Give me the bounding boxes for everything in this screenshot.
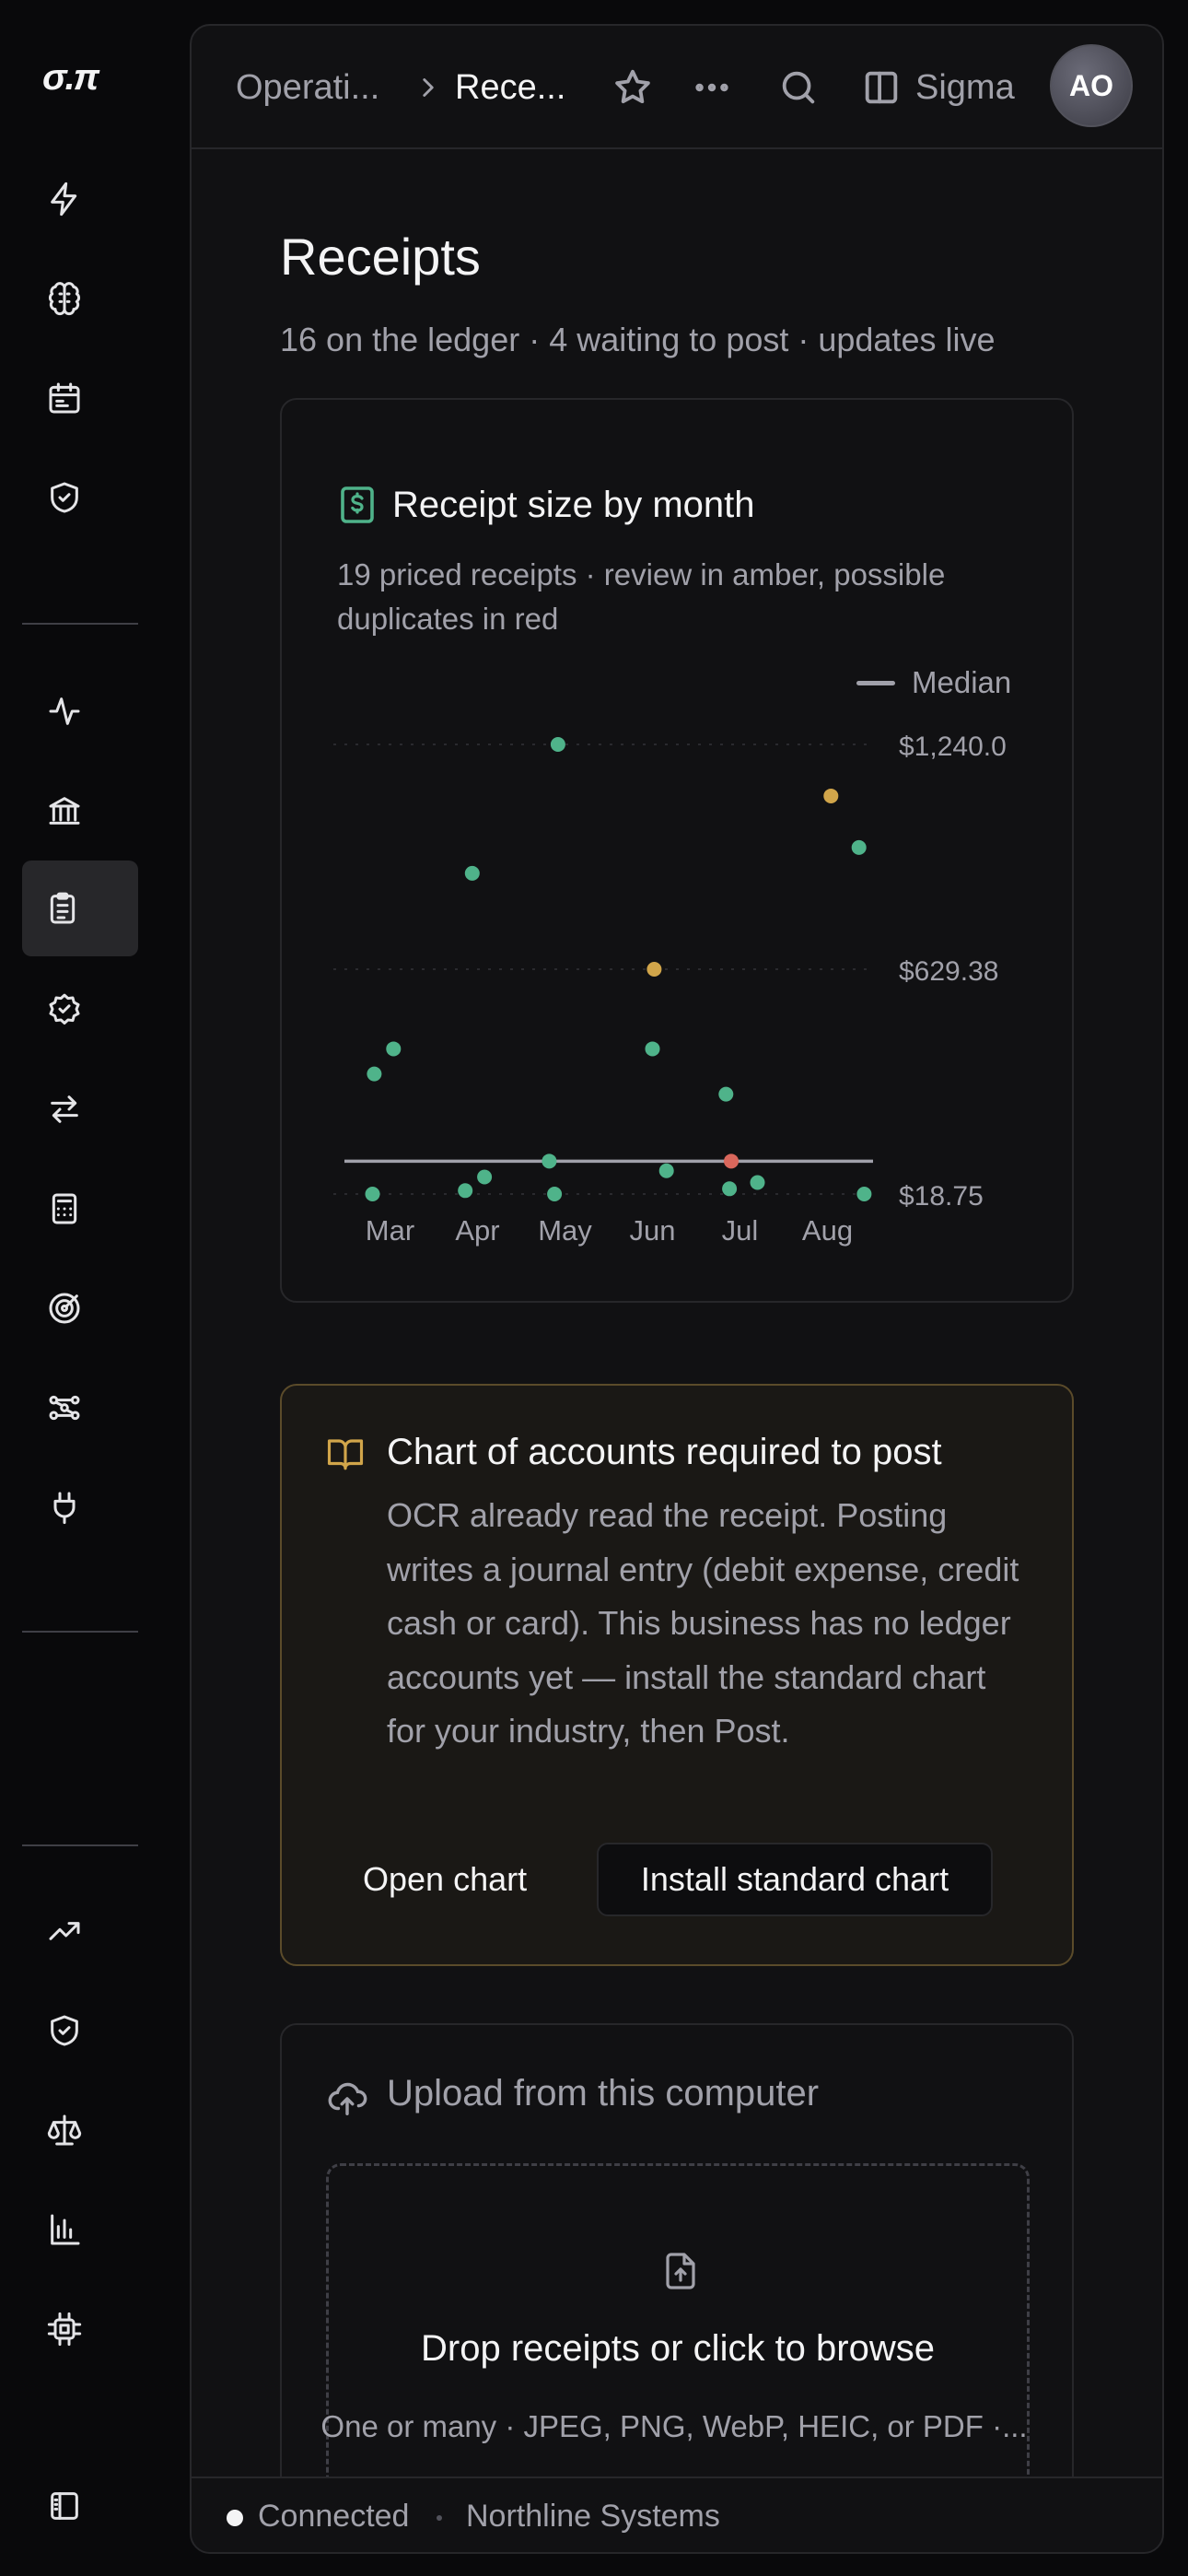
panel-icon[interactable] (860, 66, 903, 109)
bar-chart-icon[interactable] (22, 2187, 107, 2272)
y-tick-label: $18.75 (899, 1181, 984, 1212)
more-horizontal-icon[interactable] (691, 66, 733, 109)
receipt-dropzone[interactable]: Drop receipts or click to browse One or … (320, 2163, 1030, 2552)
legend-median-swatch (856, 680, 895, 685)
x-tick-label: Apr (455, 1214, 499, 1247)
chevron-right-icon (423, 78, 434, 97)
status-separator (437, 2515, 442, 2521)
shield-check-icon[interactable] (22, 1988, 107, 2073)
data-point-normal (645, 1041, 660, 1057)
cpu-chip-icon[interactable] (22, 2287, 107, 2371)
rail-divider (22, 1844, 138, 1846)
y-tick-label: $1,240.0 (899, 732, 1007, 762)
status-bar: Connected Northline Systems (192, 2476, 1162, 2552)
plug-icon[interactable] (22, 1465, 107, 1550)
data-point-duplicate (724, 1153, 739, 1169)
data-point-normal (458, 1183, 473, 1199)
workflow-icon[interactable] (22, 1365, 107, 1450)
calendar-icon[interactable] (22, 356, 107, 440)
data-point-normal (367, 1066, 382, 1082)
data-point-review (823, 788, 839, 803)
chart-description: 19 priced receipts · review in amber, po… (337, 557, 946, 636)
receipt-size-chart-card: Receipt size by month 19 priced receipts… (280, 398, 1074, 1303)
star-icon[interactable] (611, 66, 654, 109)
main-panel: Operati... Rece... Sigma AO Receipts 16 … (190, 24, 1164, 2554)
file-upload-icon (666, 2253, 695, 2289)
dropzone-subtitle: One or many · JPEG, PNG, WebP, HEIC, or … (320, 2409, 1028, 2443)
data-point-normal (856, 1187, 872, 1201)
x-tick-label: Mar (366, 1214, 414, 1247)
cloud-upload-icon (328, 2082, 367, 2115)
x-tick-label: Jul (722, 1214, 759, 1247)
trending-up-icon[interactable] (22, 1889, 107, 1973)
shield-check-icon[interactable] (22, 455, 107, 540)
connection-indicator (227, 2510, 243, 2526)
bank-icon[interactable] (22, 768, 107, 853)
lightning-icon[interactable] (22, 157, 107, 241)
upload-card: Upload from this computer Drop receipts … (280, 2023, 1074, 2552)
chart-title: Receipt size by month (392, 485, 755, 525)
callout-body: OCR already read the receipt. Posting wr… (387, 1496, 1019, 1750)
data-point-normal (547, 1187, 563, 1201)
app-logo[interactable]: σ.π (42, 57, 99, 98)
workspace-name[interactable]: Sigma (915, 68, 1015, 107)
install-standard-chart-button[interactable]: Install standard chart (597, 1843, 993, 1916)
data-point-normal (386, 1041, 402, 1057)
scatter-chart: $1,240.0 $629.38 $18.75 Mar Apr May Jun Jul Aug (333, 732, 1007, 1247)
y-tick-label: $629.38 (899, 956, 998, 987)
chart-of-accounts-callout: Chart of accounts required to post OCR a… (280, 1384, 1074, 1966)
data-point-normal (365, 1187, 380, 1201)
receipts-clipboard-icon[interactable] (22, 861, 138, 956)
data-point-normal (542, 1153, 557, 1169)
data-point-normal (477, 1169, 493, 1185)
page-subtitle: 16 on the ledger · 4 waiting to post · u… (280, 321, 996, 358)
target-icon[interactable] (22, 1266, 107, 1351)
badge-check-icon[interactable] (22, 967, 107, 1052)
data-point-normal (750, 1175, 765, 1190)
transfer-arrows-icon[interactable] (22, 1067, 107, 1152)
data-point-review (646, 961, 662, 977)
calculator-icon[interactable] (22, 1166, 107, 1251)
organization-name[interactable]: Northline Systems (466, 2499, 720, 2534)
breadcrumb-current[interactable]: Rece... (455, 68, 566, 107)
avatar[interactable]: AO (1050, 44, 1133, 127)
legend-median-label: Median (912, 665, 1012, 699)
data-point-normal (851, 839, 867, 855)
rail-divider (22, 1631, 138, 1633)
data-point-normal (658, 1163, 674, 1178)
open-chart-button[interactable]: Open chart (363, 1860, 528, 1898)
sidebar-rail: σ.π (0, 0, 184, 2576)
brain-icon[interactable] (22, 256, 107, 341)
x-tick-label: May (538, 1214, 592, 1247)
data-point-normal (718, 1086, 734, 1102)
x-tick-label: Aug (802, 1214, 853, 1247)
x-tick-label: Jun (630, 1214, 676, 1247)
connection-status: Connected (258, 2499, 410, 2534)
top-bar: Operati... Rece... Sigma AO (192, 26, 1162, 149)
data-point-normal (550, 737, 565, 752)
activity-icon[interactable] (22, 669, 107, 754)
rail-divider (22, 623, 138, 625)
chart-legend: Median (856, 665, 1011, 700)
data-point-normal (722, 1181, 738, 1197)
upload-title: Upload from this computer (387, 2073, 820, 2113)
sidebar-toggle-icon[interactable] (22, 2464, 107, 2548)
book-open-icon (327, 1439, 364, 1470)
scale-icon[interactable] (22, 2088, 107, 2172)
breadcrumb-parent[interactable]: Operati... (236, 68, 380, 107)
dropzone-title: Drop receipts or click to browse (421, 2328, 935, 2369)
search-icon[interactable] (777, 66, 820, 109)
receipt-dollar-icon (341, 486, 374, 523)
callout-title: Chart of accounts required to post (387, 1432, 942, 1472)
page-title: Receipts (280, 228, 481, 286)
data-point-normal (464, 865, 480, 881)
